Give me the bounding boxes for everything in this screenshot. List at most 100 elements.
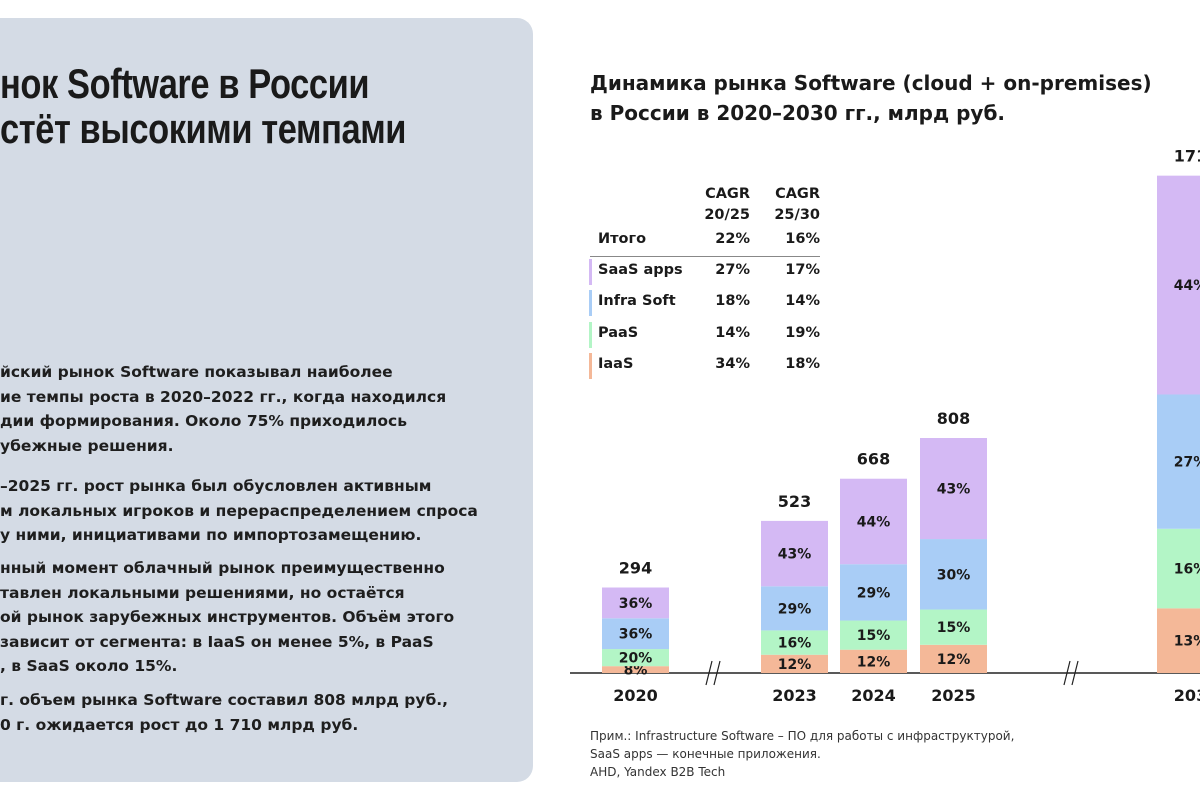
cagr-20-25-value: 18% — [715, 293, 750, 309]
segment-share-label: 20% — [619, 651, 653, 667]
cagr-25-30-value: 16% — [785, 231, 820, 247]
segment-share-label: 44% — [857, 514, 891, 530]
table-row-label: SaaS apps — [598, 262, 683, 278]
chart-title-line-1: Динамика рынка Software (cloud + on-prem… — [590, 71, 1152, 95]
cagr-header-2: CAGR 25/30 — [774, 186, 820, 223]
bar-total-label: 523 — [778, 492, 811, 511]
footnote-line: Прим.: Infrastructure Software – ПО для … — [590, 729, 1015, 743]
table-row-label: Итого — [598, 231, 647, 247]
slide-title-line-1: нок Software в России — [0, 60, 370, 107]
bar-segment-saas-apps — [761, 520, 828, 587]
bar-segment-infra-soft — [602, 618, 669, 650]
table-row-label: IaaS — [598, 356, 634, 372]
bar-segment-saas-apps — [840, 478, 907, 565]
bar-total-label: 668 — [857, 450, 890, 469]
paragraph-line: нный момент облачный рынок преимуществен… — [0, 559, 445, 577]
left-panel — [0, 18, 533, 782]
axis-break-mark — [705, 660, 721, 686]
bar-segment-paas — [761, 630, 828, 655]
segment-share-label: 36% — [619, 627, 653, 643]
paragraph-line: 0 г. ожидается рост до 1 710 млрд руб. — [0, 715, 359, 734]
legend-swatch — [589, 290, 592, 316]
cagr-25-30-value: 19% — [785, 325, 820, 341]
bar-segment-paas — [840, 620, 907, 650]
paragraph-line: у ними, инициативами по импортозамещению… — [0, 526, 422, 544]
bar-segment-iaas — [1157, 608, 1200, 673]
paragraph-line: тавлен локальными решениями, но остаётся — [0, 583, 405, 602]
segment-share-label: 12% — [937, 652, 971, 668]
category-label: 2020 — [613, 686, 658, 705]
footnote-line: SaaS apps — конечные приложения. — [590, 747, 821, 761]
bar-segment-saas-apps — [1157, 175, 1200, 395]
segment-share-label: 44% — [1174, 278, 1200, 294]
paragraph-line: м локальных игроков и перераспределением… — [0, 501, 478, 520]
segment-share-label: 43% — [937, 482, 971, 498]
axis-break-mark — [1063, 660, 1079, 686]
paragraph-line: ой рынок зарубежных инструментов. Объём … — [0, 608, 455, 626]
bar-segment-saas-apps — [602, 587, 669, 619]
segment-share-label: 16% — [1174, 562, 1200, 578]
bar-segment-iaas — [761, 654, 828, 673]
bar-segment-iaas — [920, 644, 987, 673]
cagr-20-25-value: 27% — [715, 262, 750, 278]
paragraph-line: зависит от сегмента: в IaaS он менее 5%,… — [0, 632, 434, 651]
bar-segment-infra-soft — [840, 564, 907, 621]
legend-swatch — [589, 322, 592, 348]
segment-share-label: 29% — [857, 585, 891, 601]
slide-title-line-2: стёт высокими темпами — [0, 105, 407, 152]
paragraph-line: дии формирования. Около 75% приходилось — [0, 412, 408, 430]
paragraph: нный момент облачный рынок преимуществен… — [0, 556, 454, 679]
cagr-20-25-value: 22% — [715, 231, 750, 247]
cagr-25-30-value: 18% — [785, 356, 820, 372]
segment-share-label: 30% — [937, 567, 971, 583]
bar-total-label: 294 — [619, 558, 652, 577]
segment-share-label: 36% — [619, 596, 653, 612]
bar-segment-saas-apps — [920, 438, 987, 540]
bar-segment-paas — [920, 609, 987, 645]
paragraph-line: йский рынок Software показывал наиболее — [0, 363, 393, 381]
paragraph-line: , в SaaS около 15%. — [0, 657, 178, 675]
category-label: 2023 — [772, 686, 817, 705]
segment-share-label: 16% — [778, 636, 812, 652]
footnote-source: AHD, Yandex B2B Tech — [590, 765, 726, 779]
bar-total-label: 171 — [1174, 147, 1200, 166]
legend-swatch — [589, 353, 592, 379]
legend-swatch — [589, 259, 592, 285]
cagr-20-25-value: 14% — [715, 325, 750, 341]
paragraph-line: ие темпы роста в 2020–2022 гг., когда на… — [0, 387, 447, 406]
segment-share-label: 13% — [1174, 634, 1200, 650]
footnote: Прим.: Infrastructure Software – ПО для … — [590, 727, 1014, 781]
table-row-label: Infra Soft — [598, 293, 676, 309]
bar-segment-paas — [602, 649, 669, 667]
segment-share-label: 27% — [1174, 455, 1200, 471]
chart-title-line-2: в России в 2020–2030 гг., млрд руб. — [590, 101, 1006, 125]
paragraph: –2025 гг. рост рынка был обусловлен акти… — [0, 474, 478, 548]
bar-segment-infra-soft — [920, 539, 987, 610]
segment-share-label: 8% — [624, 663, 648, 679]
category-label: 2024 — [851, 686, 896, 705]
cagr-20-25-value: 34% — [715, 356, 750, 372]
table-divider — [590, 256, 820, 257]
segment-share-label: 15% — [857, 628, 891, 644]
paragraph-line: г. объем рынка Software составил 808 млр… — [0, 691, 449, 709]
bar-segment-infra-soft — [1157, 394, 1200, 529]
paragraph-line: –2025 гг. рост рынка был обусловлен акти… — [0, 477, 432, 495]
segment-share-label: 29% — [778, 601, 812, 617]
paragraph-line: убежные решения. — [0, 436, 174, 455]
table-row-label: PaaS — [598, 325, 639, 341]
cagr-25-30-value: 14% — [785, 293, 820, 309]
category-label: 2025 — [931, 686, 976, 705]
bar-segment-paas — [1157, 528, 1200, 609]
bar-segment-infra-soft — [761, 586, 828, 631]
segment-share-label: 43% — [778, 547, 812, 563]
bar-segment-iaas — [602, 666, 669, 673]
segment-share-label: 12% — [857, 654, 891, 670]
paragraph: йский рынок Software показывал наиболее и… — [0, 360, 446, 458]
cagr-25-30-value: 17% — [785, 262, 820, 278]
bar-total-label: 808 — [937, 409, 970, 428]
segment-share-label: 12% — [778, 657, 812, 673]
segment-share-label: 15% — [937, 620, 971, 636]
paragraph: г. объем рынка Software составил 808 млр… — [0, 688, 448, 737]
chart-title: Динамика рынка Software (cloud + on-prem… — [590, 68, 1152, 128]
